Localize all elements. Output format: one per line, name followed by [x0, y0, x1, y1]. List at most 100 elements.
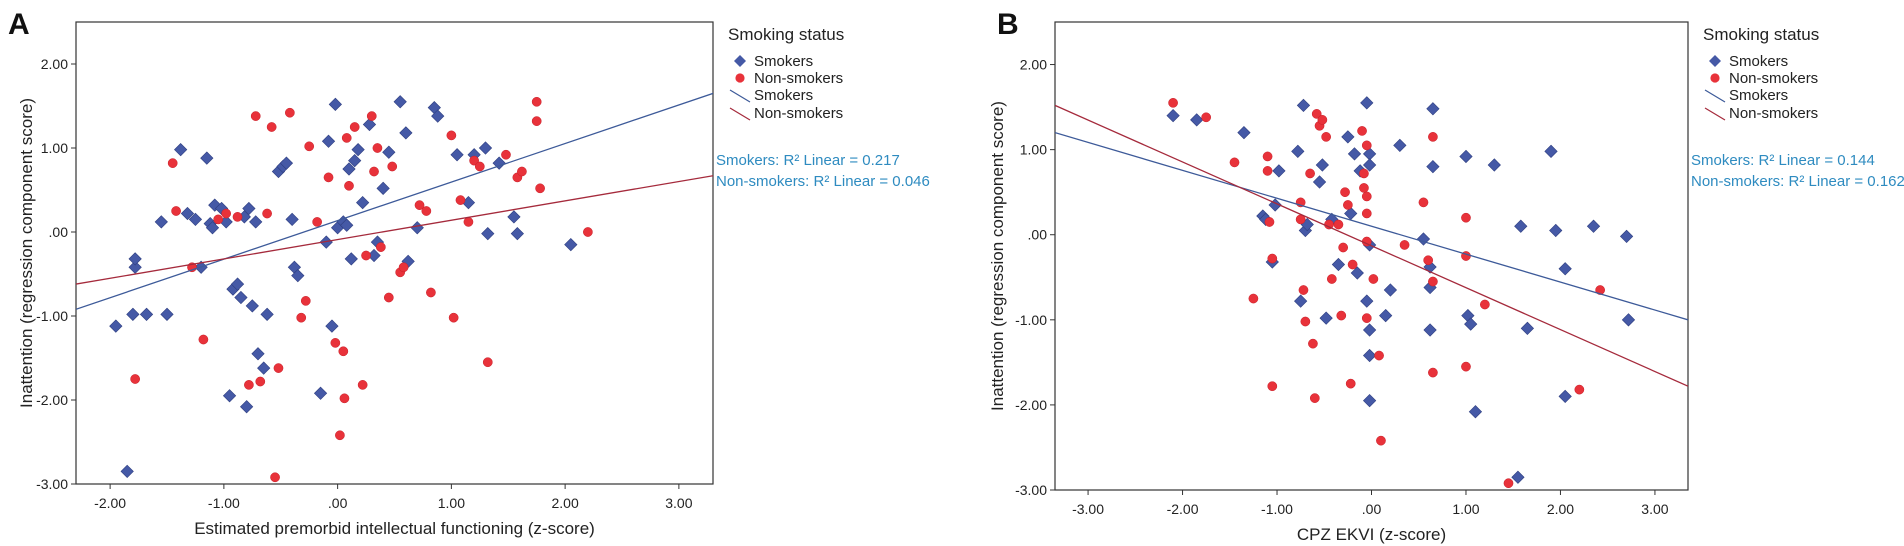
non-smoker-point — [349, 122, 360, 132]
r-squared-annotation: Non-smokers: R² Linear = 0.162 — [1691, 173, 1904, 190]
non-smoker-point — [1308, 338, 1318, 349]
smoker-point — [1459, 149, 1473, 164]
smoker-point — [1621, 313, 1636, 327]
non-smoker-point — [1345, 378, 1356, 389]
smokers-fit-line — [1055, 131, 1688, 321]
legend-entry: Non-smokers — [754, 105, 843, 122]
y-tick-label: 1.00 — [41, 140, 68, 156]
smoker-point — [285, 212, 299, 227]
smoker-point — [348, 153, 362, 168]
smoker-point — [344, 252, 358, 266]
non-smoker-point — [1374, 350, 1384, 361]
y-tick-label: 2.00 — [41, 56, 68, 72]
legend-non-smokers-marker — [735, 73, 745, 83]
non-smoker-point — [1423, 255, 1434, 266]
non-smoker-point — [330, 338, 341, 348]
smoker-point — [1341, 130, 1355, 144]
smoker-point — [1319, 311, 1333, 325]
non-smoker-point — [1461, 361, 1471, 372]
smoker-point — [245, 299, 259, 313]
non-smoker-point — [1262, 151, 1273, 162]
non-smoker-point — [335, 430, 345, 441]
smoker-point — [1511, 470, 1525, 484]
non-smoker-point — [344, 180, 354, 191]
x-tick-label: 1.00 — [1452, 501, 1479, 517]
non-smoker-point — [361, 250, 371, 261]
non-smoker-point — [1399, 240, 1410, 250]
y-tick-label: -1.00 — [36, 308, 68, 324]
non-smoker-point — [446, 130, 457, 141]
smoker-point — [1379, 308, 1393, 323]
non-smoker-point — [426, 287, 436, 298]
smoker-point — [1544, 144, 1558, 158]
smoker-point — [325, 319, 339, 333]
chart-panel-a: A -2.00 -1.00 .00 1.00 2.00 3.00 -3.00 -2.00 -1.0… — [8, 8, 930, 538]
plot-area — [1055, 96, 1688, 489]
smoker-point — [393, 95, 407, 109]
non-smoker-point — [1309, 393, 1320, 403]
smoker-point — [1423, 260, 1437, 274]
non-smoker-point — [1361, 191, 1372, 202]
non-smoker-point — [1267, 253, 1278, 264]
smoker-point — [321, 134, 336, 148]
x-tick-label: 1.00 — [438, 495, 465, 511]
plot-area — [76, 92, 713, 483]
smoker-point — [492, 156, 506, 170]
smoker-point — [291, 269, 305, 283]
r-squared-annotation: Non-smokers: R² Linear = 0.046 — [716, 173, 930, 190]
x-axis-label: CPZ EKVI (z-score) — [1297, 525, 1446, 544]
smoker-point — [1362, 323, 1377, 337]
non-smoker-point — [474, 161, 485, 172]
non-smokers-fit-line — [1055, 104, 1688, 387]
smoker-point — [1514, 219, 1528, 233]
smoker-point — [564, 237, 578, 252]
smoker-point — [251, 347, 265, 361]
x-tick-label: 2.00 — [552, 495, 579, 511]
non-smoker-point — [1376, 435, 1386, 446]
non-smoker-point — [531, 116, 542, 126]
smoker-point — [205, 221, 220, 235]
non-smoker-point — [304, 141, 315, 152]
non-smoker-point — [1361, 208, 1372, 219]
smoker-point — [382, 145, 396, 159]
panel-letter: A — [8, 8, 30, 41]
smoker-point — [362, 117, 377, 132]
non-smokers-fit-line — [76, 175, 713, 285]
legend-entry: Smokers — [1729, 87, 1788, 104]
smoker-point — [230, 277, 245, 291]
legend-smokers-line — [1704, 89, 1726, 103]
smoker-point — [1549, 223, 1563, 238]
smoker-point — [242, 201, 256, 216]
non-smoker-point — [448, 312, 459, 323]
smoker-point — [257, 361, 271, 375]
smoker-point — [1423, 323, 1437, 337]
x-tick-label: 2.00 — [1547, 501, 1574, 517]
non-smoker-point — [1321, 132, 1332, 142]
non-smoker-point — [1428, 367, 1438, 378]
non-smoker-point — [455, 195, 466, 205]
non-smoker-point — [517, 166, 527, 177]
y-tick-label: .00 — [49, 224, 69, 240]
non-smoker-point — [1264, 217, 1275, 227]
smoker-point — [109, 319, 123, 333]
smoker-point — [340, 218, 354, 232]
smoker-point — [180, 206, 195, 221]
smoker-point — [1464, 317, 1478, 331]
non-smoker-point — [296, 312, 307, 323]
chart-panel-b: B -3.00 -2.00 -1.00 .00 1.00 2.00 3.00 -3.00 -2.0… — [988, 8, 1904, 544]
panel-letter: B — [997, 8, 1019, 41]
smoker-point — [249, 215, 263, 229]
non-smoker-point — [414, 200, 425, 210]
smoker-point — [120, 464, 134, 479]
legend-non-smokers-marker — [1710, 73, 1720, 83]
x-tick-label: -1.00 — [1261, 501, 1293, 517]
smoker-point — [126, 307, 140, 321]
non-smoker-point — [1317, 115, 1328, 125]
non-smoker-point — [1300, 316, 1311, 327]
plot-frame — [75, 21, 714, 485]
smoker-point — [410, 221, 424, 235]
non-smoker-point — [198, 334, 209, 345]
smoker-point — [260, 307, 274, 321]
smoker-point — [1393, 138, 1407, 153]
